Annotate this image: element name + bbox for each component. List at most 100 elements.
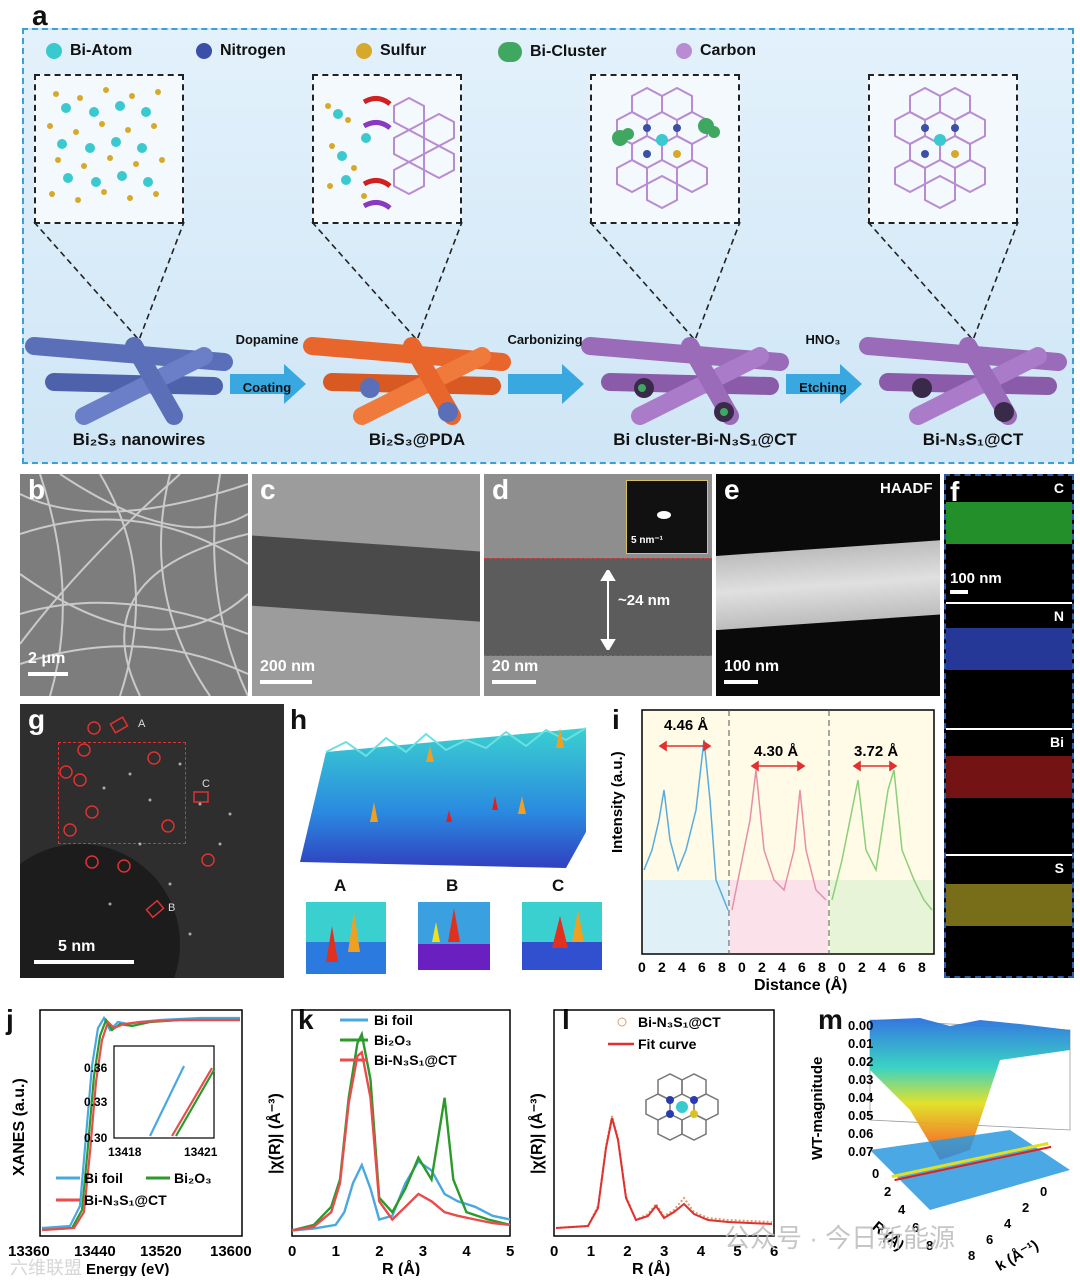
m-rticks: 0 2 4 6 8 <box>872 1166 933 1253</box>
i-tick-5: 0 <box>738 959 746 975</box>
eds-label-s: S <box>1054 860 1064 876</box>
k-xtick-5: 5 <box>506 1243 514 1260</box>
l-xtick-3: 3 <box>660 1243 668 1260</box>
3d-intensity-surface-h <box>300 727 587 868</box>
saed-inset: 5 nm⁻¹ <box>626 480 708 554</box>
eds-map-c: C 100 nm <box>946 476 1072 600</box>
xanes-inset: 0.36 0.33 0.30 13418 13421 <box>84 1045 218 1159</box>
distance-arrows <box>658 740 898 772</box>
m-ztick-4: 0.04 <box>848 1090 874 1105</box>
tem-image-c: c 200 nm <box>252 474 480 696</box>
nanowire-bundle-3 <box>581 337 789 425</box>
eds-band-n <box>946 628 1072 670</box>
stage-label-2: Bi₂S₃@PDA <box>368 430 466 449</box>
step-1-bottom: Coating <box>242 380 292 395</box>
scale-text-d: 20 nm <box>492 658 539 675</box>
j-legend-bin3s1: Bi-N₃S₁@CT <box>84 1192 167 1208</box>
nanowire-bundle-2 <box>303 337 511 425</box>
panel-label-h: h <box>290 704 308 735</box>
m-rtick-2: 4 <box>898 1202 906 1217</box>
eds-panel-f: f C 100 nm N Bi S <box>944 474 1074 978</box>
j-xtick-0: 13360 <box>8 1243 50 1260</box>
i-tick-12: 4 <box>878 959 886 975</box>
step-3-bottom: Etching <box>799 380 847 395</box>
k-xlabel: R (Å) <box>382 1259 420 1276</box>
k-legend-bi2o3: Bi₂O₃ <box>374 1032 412 1048</box>
stage-label-3: Bi cluster-Bi-N₃S₁@CT <box>613 430 797 449</box>
m-ktick-2: 4 <box>1004 1216 1012 1231</box>
l-xticks: 0 1 2 3 4 5 6 <box>550 1243 778 1260</box>
m-ztick-7: 0.07 <box>848 1144 873 1159</box>
step-1-top: Dopamine <box>235 332 299 347</box>
legend-nitrogen: Nitrogen <box>196 42 286 60</box>
m-ktick-3: 6 <box>986 1232 993 1247</box>
j-xtick-3: 13600 <box>210 1243 252 1260</box>
h-label-c: C <box>552 876 565 895</box>
l-legend-data: Bi-N₃S₁@CT <box>638 1014 721 1030</box>
graphene-cluster-icon <box>612 86 720 210</box>
eds-map-s: S <box>946 854 1072 980</box>
m-ktick-4: 8 <box>968 1248 975 1263</box>
i-tick-8: 6 <box>798 959 806 975</box>
l-legend: Bi-N₃S₁@CT Fit curve <box>608 1014 721 1052</box>
panel-label-f: f <box>950 476 960 507</box>
scale-bar-e <box>724 680 758 684</box>
panel-label-a: a <box>32 0 48 31</box>
atom-marker-circles <box>59 721 215 873</box>
k-series-lines <box>291 1030 511 1232</box>
stage-label-4: Bi-N₃S₁@CT <box>922 430 1024 449</box>
k-xtick-2: 2 <box>375 1243 383 1260</box>
eds-scale-bar <box>950 590 968 594</box>
eds-band-c <box>946 502 1072 544</box>
scale-bar-c <box>260 680 312 684</box>
l-xtick-0: 0 <box>550 1243 558 1260</box>
nanowire-bundle-4 <box>859 337 1067 425</box>
bin3s1-structure-icon <box>645 1073 719 1141</box>
surface-b-icon <box>418 902 490 970</box>
m-ztick-0: 0.00 <box>848 1018 873 1033</box>
i-tick-7: 4 <box>778 959 786 975</box>
panel-label-c: c <box>260 474 276 505</box>
j-legend: Bi foil Bi₂O₃ Bi-N₃S₁@CT <box>56 1170 212 1208</box>
marker-c: C <box>202 778 210 790</box>
l-legend-fit: Fit curve <box>638 1036 697 1052</box>
eds-scale-text: 100 nm <box>950 570 1002 587</box>
m-ztick-2: 0.02 <box>848 1054 873 1069</box>
m-ztick-6: 0.06 <box>848 1126 873 1141</box>
i-ylabel: Intensity (a.u.) <box>609 751 626 853</box>
m-ktick-1: 2 <box>1022 1200 1029 1215</box>
xanes-chart-j: 0.36 0.33 0.30 13418 13421 Bi foil Bi₂O₃… <box>8 1009 252 1276</box>
i-tick-0: 0 <box>638 959 646 975</box>
line-profile-chart-i: Intensity (a.u.) 4.46 Å 4.30 Å 3.72 Å 0 … <box>609 709 935 994</box>
i-tick-6: 2 <box>758 959 766 975</box>
j-xlabel: Energy (eV) <box>86 1261 169 1276</box>
panel-label-b: b <box>28 474 46 505</box>
zoom-box-bi-cluster <box>590 74 740 224</box>
h-label-a: A <box>334 876 347 895</box>
sem-fibers-icon <box>20 474 248 696</box>
eds-band-s <box>946 884 1072 926</box>
i-tick-14: 8 <box>918 959 926 975</box>
surface-a-icon <box>306 902 386 974</box>
i-tick-3: 6 <box>698 959 706 975</box>
i-tick-1: 2 <box>658 959 666 975</box>
scale-text-b: 2 μm <box>28 650 66 667</box>
saed-spot-icon <box>657 511 671 519</box>
m-zlabel: WT-magnitude <box>809 1057 826 1160</box>
selected-region-box <box>58 742 186 844</box>
tube-wall <box>484 558 712 656</box>
panel-label-i: i <box>612 704 620 735</box>
inset-ytick-1: 0.33 <box>84 1095 108 1109</box>
saed-scale-text: 5 nm⁻¹ <box>631 535 663 546</box>
m-rtick-4: 8 <box>926 1238 933 1253</box>
step-2-top: Carbonizing <box>507 332 583 347</box>
h-label-b: B <box>446 876 459 895</box>
j-ylabel: XANES (a.u.) <box>11 1078 28 1176</box>
legend-bi-cluster: Bi-Cluster <box>498 42 606 62</box>
inset-ytick-2: 0.30 <box>84 1131 108 1145</box>
scale-text-g: 5 nm <box>58 938 96 955</box>
m-zticks: 0.00 0.01 0.02 0.03 0.04 0.05 0.06 0.07 <box>848 1018 874 1159</box>
eds-map-n: N <box>946 602 1072 728</box>
ft-exafs-chart-k: Bi foil Bi₂O₃ Bi-N₃S₁@CT |χ(R)| (Å⁻³) 0 1… <box>265 1009 514 1276</box>
surface-c-icon <box>522 902 602 970</box>
